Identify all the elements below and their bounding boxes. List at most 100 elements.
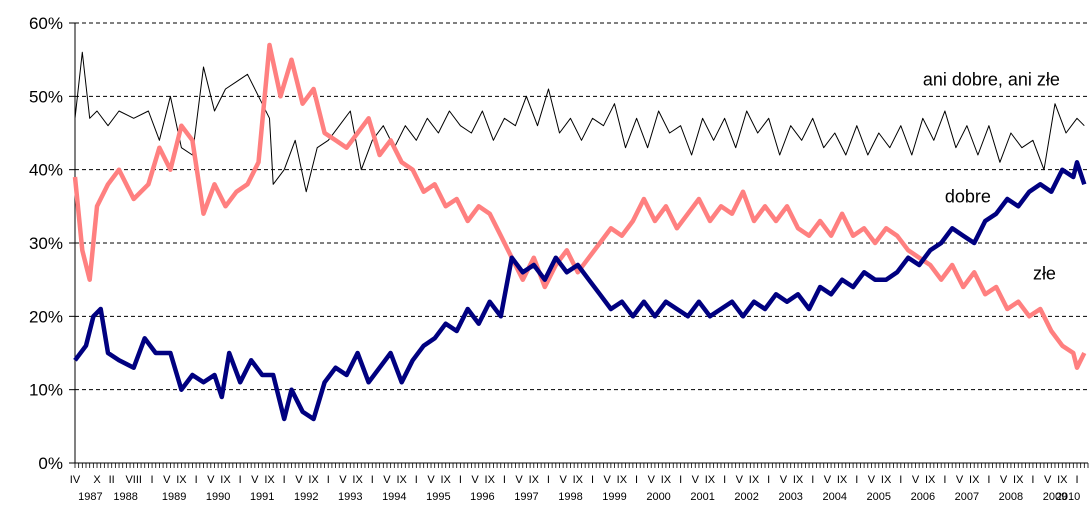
y-tick-label: 10% [29, 381, 63, 400]
x-year-label: 1988 [113, 491, 137, 503]
x-month-label: V [780, 474, 788, 486]
series-labels: ani dobre, ani złe dobre złe [919, 68, 1090, 285]
x-month-label: I [679, 474, 682, 486]
x-month-label: II [109, 474, 115, 486]
x-month-label: IX [793, 474, 804, 486]
x-month-label: V [383, 474, 391, 486]
x-year-label: 1997 [514, 491, 538, 503]
x-month-label: V [427, 474, 435, 486]
x-year-label: 1996 [470, 491, 494, 503]
grid-lines [75, 22, 1088, 391]
y-tick-label: 30% [29, 234, 63, 253]
x-month-label: I [195, 474, 198, 486]
x-month-label: IX [264, 474, 275, 486]
x-month-label: V [648, 474, 656, 486]
y-tick-labels: 0% 10% 20% 30% 40% 50% 60% [29, 14, 63, 473]
series-label: złe [1033, 264, 1056, 284]
x-month-label: I [987, 474, 990, 486]
x-month-label: V [339, 474, 347, 486]
x-month-label: I [635, 474, 638, 486]
x-month-label: IX [573, 474, 584, 486]
x-month-label: IX [396, 474, 407, 486]
x-month-label: V [207, 474, 215, 486]
x-year-label: 1992 [294, 491, 318, 503]
series-label-bg [919, 68, 1090, 91]
x-month-label: IX [881, 474, 892, 486]
series-line-0 [74, 51, 1085, 193]
x-month-label: IX [352, 474, 363, 486]
x-month-label: IX [485, 474, 496, 486]
x-month-label: IX [440, 474, 451, 486]
x-month-label: I [547, 474, 550, 486]
x-month-label: IX [705, 474, 716, 486]
axes [69, 22, 1089, 468]
x-month-label: IX [529, 474, 540, 486]
x-month-label: I [327, 474, 330, 486]
x-month-label: IV [70, 474, 81, 486]
x-year-label: 1995 [426, 491, 450, 503]
x-month-label: V [956, 474, 964, 486]
x-year-label: 2008 [999, 491, 1023, 503]
x-year-label: 2005 [867, 491, 891, 503]
x-month-label: V [692, 474, 700, 486]
x-month-label: I [811, 474, 814, 486]
x-year-label: 1991 [250, 491, 274, 503]
x-month-label: V [295, 474, 303, 486]
x-month-label: IX [308, 474, 319, 486]
x-year-label: 2006 [911, 491, 935, 503]
x-month-label: I [283, 474, 286, 486]
x-month-label: IX [617, 474, 628, 486]
series-lines [72, 42, 1087, 422]
x-year-label: 1993 [338, 491, 362, 503]
x-month-label: I [899, 474, 902, 486]
y-tick-label: 0% [38, 454, 63, 473]
x-month-label: IX [1057, 474, 1068, 486]
x-year-label: 2000 [646, 491, 670, 503]
x-year-label: 1990 [206, 491, 230, 503]
x-month-label: V [1000, 474, 1008, 486]
x-month-label: I [415, 474, 418, 486]
x-month-label: I [767, 474, 770, 486]
x-month-label: I [855, 474, 858, 486]
x-year-label: 2002 [734, 491, 758, 503]
x-month-label: X [93, 474, 101, 486]
x-month-label: IX [176, 474, 187, 486]
x-month-label: VIII [125, 474, 142, 486]
series-label: ani dobre, ani złe [923, 69, 1060, 89]
x-month-label: V [251, 474, 259, 486]
x-month-label: IX [749, 474, 760, 486]
x-month-label: I [459, 474, 462, 486]
x-month-label: I [1075, 474, 1078, 486]
x-month-label: I [503, 474, 506, 486]
x-year-label: 1998 [558, 491, 582, 503]
x-month-label: V [736, 474, 744, 486]
series-label-bg [1029, 262, 1064, 285]
x-month-label: V [559, 474, 567, 486]
series-line-2 [72, 42, 1087, 370]
x-year-label: 2007 [955, 491, 979, 503]
series-label: dobre [945, 187, 991, 207]
x-year-label: 2010 [1056, 491, 1080, 503]
x-year-label: 1994 [382, 491, 406, 503]
x-year-label: 1999 [602, 491, 626, 503]
x-month-label: I [591, 474, 594, 486]
x-month-label: IX [969, 474, 980, 486]
x-year-label: 2009 [1043, 491, 1067, 503]
series-label-bg [941, 185, 994, 208]
x-year-label: 1989 [162, 491, 186, 503]
x-month-label: V [604, 474, 612, 486]
x-month-label: V [515, 474, 523, 486]
x-year-label: 2001 [690, 491, 714, 503]
x-month-label: I [723, 474, 726, 486]
x-month-label: I [151, 474, 154, 486]
x-year-label: 2004 [823, 491, 847, 503]
x-month-label: I [239, 474, 242, 486]
x-month-label: I [1031, 474, 1034, 486]
x-month-label: V [163, 474, 171, 486]
x-year-label: 1987 [78, 491, 102, 503]
x-month-label: IX [220, 474, 231, 486]
x-month-label: IX [661, 474, 672, 486]
y-tick-label: 50% [29, 87, 63, 106]
y-tick-label: 60% [29, 14, 63, 33]
